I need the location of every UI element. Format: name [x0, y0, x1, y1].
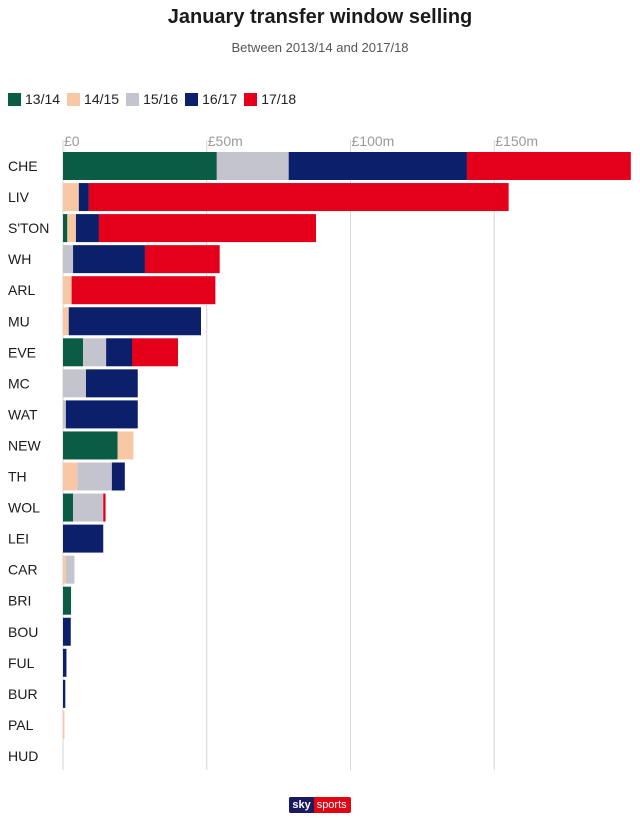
bar-segment: [63, 679, 66, 708]
bar-segment: [88, 183, 509, 212]
bar-segment: [63, 400, 66, 429]
category-label: S'TON: [8, 220, 49, 236]
legend-swatch: [67, 92, 81, 106]
x-tick-label: £100m: [352, 133, 395, 149]
bar-segment: [132, 338, 178, 367]
bar-segment: [63, 431, 118, 460]
bar-segment: [111, 462, 125, 491]
category-label: LEI: [8, 531, 29, 547]
bar-segment: [68, 307, 201, 336]
bar-segment: [75, 214, 99, 243]
bar-segment: [71, 276, 216, 305]
bar-chart: £0 £50m £100m £150m CHE LIV S'TON WH ARL MU EVE MC W…: [8, 133, 631, 770]
bar-segment: [288, 152, 467, 180]
bar-segment: [78, 183, 89, 212]
bar-segment: [63, 462, 78, 491]
category-label: WOL: [8, 500, 40, 516]
bar-segment: [117, 431, 134, 460]
bar-segment: [63, 276, 72, 305]
bar-segment: [73, 245, 145, 274]
bar-segment: [63, 245, 74, 274]
sky-logo-text: sky: [289, 797, 314, 813]
chart-subtitle: Between 2013/14 and 2017/18: [231, 40, 409, 55]
category-label: PAL: [8, 717, 34, 733]
bar-segment: [103, 493, 106, 522]
bar-segment: [144, 245, 220, 274]
bar-segment: [63, 183, 79, 212]
x-tick-label: £50m: [208, 133, 243, 149]
legend-swatch: [8, 92, 21, 106]
category-label: CHE: [8, 158, 38, 174]
bar-segment: [63, 214, 68, 243]
category-label: MU: [8, 313, 30, 329]
bar-segment: [83, 338, 107, 367]
category-label: BUR: [8, 686, 38, 702]
bar-segment: [98, 214, 316, 243]
legend: 13/14 14/15 15/16 16/17 17/18: [8, 90, 303, 108]
bar-segment: [466, 152, 631, 180]
legend-swatch: [244, 92, 258, 106]
category-label: LIV: [8, 189, 30, 205]
bar-segment: [106, 338, 132, 367]
bar-segment: [73, 493, 104, 522]
x-tick-label: £0: [64, 133, 80, 149]
category-label: BRI: [8, 593, 31, 609]
category-label: HUD: [8, 748, 38, 764]
category-label: TH: [8, 469, 27, 485]
footer: sky sports: [0, 797, 640, 813]
bar-segment: [63, 307, 69, 336]
chart-title: January transfer window selling: [167, 6, 473, 28]
bar-segment: [65, 400, 138, 429]
bar-segment: [63, 586, 72, 615]
bar-segment: [63, 338, 84, 367]
legend-item: 17/18: [244, 91, 296, 107]
legend-item: 16/17: [185, 91, 237, 107]
legend-item: 14/15: [67, 91, 119, 107]
bar-segment: [63, 152, 217, 180]
bar-segment: [63, 710, 65, 739]
category-label: ARL: [8, 282, 35, 298]
sports-logo-text: sports: [316, 799, 347, 811]
legend-item: 13/14: [8, 91, 60, 107]
bar-segment: [63, 648, 67, 677]
category-label: WAT: [8, 406, 38, 422]
legend-label: 16/17: [202, 91, 238, 107]
legend-label: 17/18: [261, 91, 297, 107]
bar-segment: [63, 555, 66, 584]
legend-label: 14/15: [84, 91, 120, 107]
bar-segment: [67, 214, 76, 243]
bar-segment: [86, 369, 138, 398]
bar-segment: [63, 617, 71, 646]
bar-segment: [216, 152, 289, 180]
category-label: MC: [8, 375, 30, 391]
bar-segment: [65, 555, 75, 584]
bar-segment: [63, 524, 104, 553]
legend-swatch: [126, 92, 140, 106]
bar-segment: [63, 369, 86, 398]
legend-label: 13/14: [25, 91, 61, 107]
category-label: NEW: [8, 437, 41, 453]
legend-swatch: [185, 92, 199, 106]
category-label: WH: [8, 251, 31, 267]
bar-segment: [77, 462, 112, 491]
category-label: EVE: [8, 344, 36, 360]
bar-segment: [63, 493, 74, 522]
category-label: CAR: [8, 562, 38, 578]
category-label: BOU: [8, 624, 38, 640]
category-label: FUL: [8, 655, 35, 671]
legend-item: 15/16: [126, 91, 178, 107]
x-tick-label: £150m: [495, 133, 538, 149]
legend-label: 15/16: [143, 91, 179, 107]
sky-sports-logo: sky sports: [289, 797, 351, 813]
